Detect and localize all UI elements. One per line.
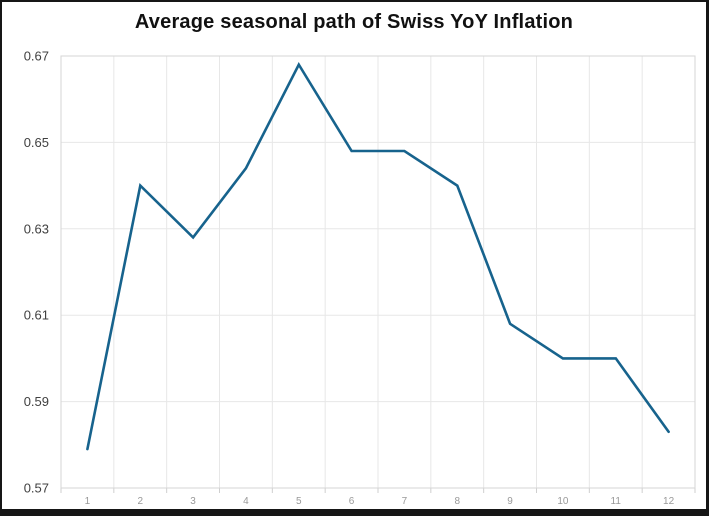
x-tick-label: 6 xyxy=(349,496,355,507)
x-tick-label: 2 xyxy=(137,496,143,507)
y-tick-label: 0.59 xyxy=(24,394,49,409)
chart-title: Average seasonal path of Swiss YoY Infla… xyxy=(134,11,574,33)
y-tick-label: 0.57 xyxy=(24,481,49,496)
x-tick-label: 1 xyxy=(85,496,91,507)
x-tick-label: 9 xyxy=(507,496,513,507)
data-series-line xyxy=(86,61,670,451)
plot-border xyxy=(60,55,696,489)
line-chart: 0.570.590.610.630.650.671 2 3 4 5 6 7 8 9 10 11 12 xyxy=(24,49,696,507)
x-tick-label: 12 xyxy=(663,496,675,507)
y-tick-label: 0.67 xyxy=(24,49,49,64)
x-tick-label: 11 xyxy=(611,496,622,507)
x-tick-label: 10 xyxy=(557,496,569,507)
x-tick-label: 3 xyxy=(190,496,196,507)
x-tick-label: 5 xyxy=(296,496,302,507)
y-tick-label: 0.63 xyxy=(24,221,49,236)
x-tick-label: 8 xyxy=(454,496,460,507)
x-tick-label: 7 xyxy=(402,496,408,507)
y-tick-label: 0.61 xyxy=(24,308,49,323)
y-tick-label: 0.65 xyxy=(24,135,49,150)
x-tick-label: 4 xyxy=(243,496,249,507)
